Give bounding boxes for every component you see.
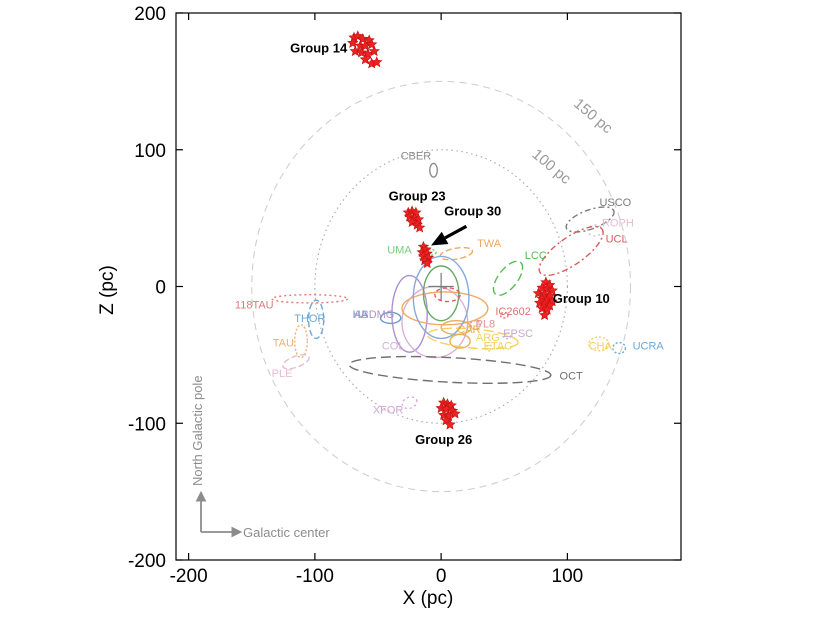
association-label-tau: TAU xyxy=(273,338,294,350)
association-ellipse-abdmg xyxy=(391,274,428,353)
association-label-abdmg: ABDMG xyxy=(354,309,394,321)
y-axis-title: Z (pc) xyxy=(97,265,118,315)
north-galactic-pole-label: North Galactic pole xyxy=(190,375,205,486)
y-tick-label-2: 0 xyxy=(155,278,166,299)
association-label-ha: HA xyxy=(353,309,369,321)
group-stars xyxy=(347,30,558,430)
association-label-uma: UMA xyxy=(387,245,412,257)
association-label-pl8: PL8 xyxy=(476,319,496,331)
axes-ticks: -200 -100 0 100 -200 -100 0 100 200 xyxy=(128,4,681,587)
group-14-star-9 xyxy=(355,46,368,58)
x-tick-label-1: -100 xyxy=(296,566,334,587)
group-26-star-8 xyxy=(449,407,461,419)
association-label-cha: CHA xyxy=(589,340,613,352)
group-14-star-14 xyxy=(371,56,383,68)
association-ellipse-tau xyxy=(293,324,308,359)
group-10-star-16 xyxy=(538,309,551,321)
association-label-ucl: UCL xyxy=(606,234,628,246)
association-label-etac: ETAC xyxy=(484,340,513,352)
x-tick-label-2: 0 xyxy=(436,566,447,587)
direction-indicator: Galactic center North Galactic pole xyxy=(190,375,330,540)
association-ellipse-ha xyxy=(379,311,402,325)
group-30-star-7 xyxy=(421,257,433,269)
group-14-star-4 xyxy=(347,37,359,48)
group-30-arrow-shaft xyxy=(444,224,468,240)
association-ellipse-ucra xyxy=(612,341,627,355)
group-10-star-5 xyxy=(532,287,545,299)
group-14-star-11 xyxy=(368,45,380,57)
group-14-star-8 xyxy=(349,45,361,57)
galactic-center-label: Galactic center xyxy=(243,525,330,540)
x-tick-label-0: -200 xyxy=(170,566,208,587)
association-label-twa: TWA xyxy=(477,238,502,250)
core-ellipse-2 xyxy=(422,265,460,322)
association-label-epsc: EPSC xyxy=(503,328,533,340)
association-ellipse-usco xyxy=(565,206,615,233)
association-label-oct: OCT xyxy=(560,370,584,382)
association-label-thor: THOR xyxy=(294,313,325,325)
association-label-roph: ROPH xyxy=(602,217,634,229)
group-26-star-10 xyxy=(444,418,456,430)
labels: CBER USCO ROPH UCL LCC TWA UMA 118TAU THOR HAABDM… xyxy=(235,41,665,447)
association-ellipse-ic2602 xyxy=(499,311,509,319)
y-tick-label-4: 200 xyxy=(134,4,166,25)
x-tick-label-3: 100 xyxy=(552,566,584,587)
association-ellipse-twa xyxy=(439,246,474,261)
group-10-label: Group 10 xyxy=(553,291,610,306)
core-ellipse-1 xyxy=(412,255,470,340)
association-ellipse-ucl xyxy=(538,225,604,277)
group-23-star-8 xyxy=(413,221,426,233)
x-axis-title: X (pc) xyxy=(403,588,454,609)
association-ellipse-oct xyxy=(348,355,552,384)
association-ellipse-epsc xyxy=(502,332,512,340)
association-ellipse-xfor xyxy=(401,396,418,410)
association-ellipse-cber xyxy=(429,162,439,178)
association-label-car: CAR xyxy=(457,324,480,336)
association-ellipse-cha xyxy=(588,336,610,352)
association-label-ple: PLE xyxy=(272,368,293,380)
core-ellipse-4 xyxy=(449,333,471,349)
core-ellipse-3 xyxy=(434,287,461,303)
group-23-label: Group 23 xyxy=(389,188,446,203)
association-label-arg: ARG xyxy=(476,332,500,344)
core-ellipse-0 xyxy=(401,291,489,326)
group-14-star-12 xyxy=(359,53,372,65)
y-tick-label-0: -200 xyxy=(128,551,166,572)
association-ellipse-lcc xyxy=(492,260,524,296)
association-label-lcc: LCC xyxy=(525,250,547,262)
reference-circle-1 xyxy=(251,80,632,493)
association-ellipse-thor xyxy=(307,299,325,340)
association-ellipse-etac xyxy=(484,344,494,352)
y-tick-label-1: -100 xyxy=(128,414,166,435)
y-tick-label-3: 100 xyxy=(134,141,166,162)
association-label-col: COL xyxy=(382,340,405,352)
association-label-ic2602: IC2602 xyxy=(495,306,530,318)
association-label-xfor: XFOR xyxy=(373,405,404,417)
group-30-arrow-head xyxy=(431,231,449,246)
association-label-ucra: UCRA xyxy=(633,340,665,352)
group-30-label: Group 30 xyxy=(444,203,501,218)
group-14-label: Group 14 xyxy=(290,41,348,56)
reference-circle-label-0: 100 pc xyxy=(529,146,575,188)
association-label-usco: USCO xyxy=(599,197,631,209)
core-ellipses xyxy=(401,255,489,349)
association-ellipse-ple xyxy=(282,354,310,370)
association-label-118tau: 118TAU xyxy=(235,299,274,311)
association-ellipse-arg xyxy=(426,327,519,350)
association-label-cber: CBER xyxy=(401,150,432,162)
reference-circle-label-1: 150 pc xyxy=(570,95,616,137)
association-ellipse-118tau xyxy=(271,294,349,304)
group-26-label: Group 26 xyxy=(415,432,472,447)
reference-circle-0 xyxy=(314,149,568,424)
